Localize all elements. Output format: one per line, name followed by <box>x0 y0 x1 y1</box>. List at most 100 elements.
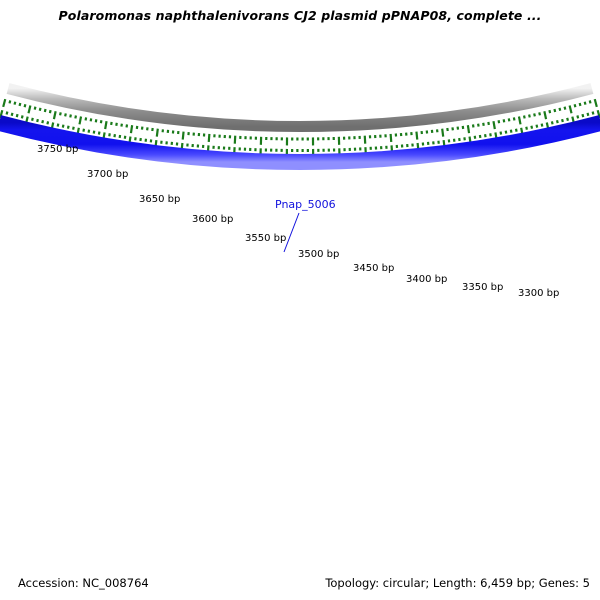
ruler-minor-tick <box>41 119 45 124</box>
ruler-minor-tick <box>59 112 62 116</box>
ruler-minor-tick <box>18 102 22 107</box>
gene-label-group[interactable]: Pnap_5006 <box>275 198 336 253</box>
ruler-minor-tick <box>31 117 34 122</box>
ruler-label: 3550 bp <box>245 233 286 244</box>
ruler-label: 3350 bp <box>462 282 503 293</box>
ruler-minor-tick <box>99 120 103 124</box>
ruler-minor-tick <box>94 119 98 123</box>
ruler-major-tick <box>52 111 57 120</box>
gene-arc-pnap-5006[interactable] <box>0 115 600 170</box>
ruler-minor-tick <box>61 124 65 128</box>
ruler-minor-tick <box>528 114 531 118</box>
ruler-major-tick <box>181 131 185 140</box>
ruler-major-tick <box>543 111 548 120</box>
ruler-minor-tick <box>538 112 541 116</box>
ruler-minor-tick <box>10 112 14 117</box>
ruler-minor-tick <box>33 106 37 110</box>
ruler-minor-tick <box>563 106 567 110</box>
ruler-minor-tick <box>573 103 577 108</box>
ruler-minor-tick <box>586 112 590 117</box>
ruler-minor-tick <box>69 114 72 118</box>
ruler-minor-tick <box>514 128 518 132</box>
ruler-minor-tick <box>20 115 24 119</box>
ruler-minor-tick <box>66 125 70 129</box>
ruler-label: 3650 bp <box>139 194 180 205</box>
ruler-minor-tick <box>13 101 17 105</box>
ruler-major-tick <box>593 98 598 108</box>
ruler-label: 3300 bp <box>518 288 559 299</box>
ruler-minor-tick <box>84 117 88 121</box>
ruler-minor-tick <box>522 115 526 119</box>
ruler-minor-tick <box>46 121 50 125</box>
ruler-minor-tick <box>502 119 506 123</box>
gene-label-leader-line <box>283 212 300 253</box>
gene-arc-group[interactable] <box>0 115 600 170</box>
ruler-label: 3750 bp <box>37 144 78 155</box>
ruler-minor-tick <box>555 119 559 124</box>
ruler-minor-tick <box>504 130 508 134</box>
ruler-minor-tick <box>561 118 564 123</box>
ruler-minor-tick <box>72 126 75 130</box>
ruler-major-tick <box>155 128 159 137</box>
ruler-minor-tick <box>512 117 516 121</box>
ruler-minor-tick <box>56 123 60 127</box>
ruler-minor-tick <box>588 100 592 104</box>
ruler-minor-tick <box>36 118 39 123</box>
ruler-minor-tick <box>15 113 19 118</box>
ruler-major-tick <box>207 133 211 142</box>
ruler-minor-tick <box>38 107 42 112</box>
ruler-major-tick <box>492 120 496 130</box>
ruler-minor-tick <box>43 108 47 113</box>
ruler-major-tick <box>568 105 573 114</box>
ruler-label: 3500 bp <box>298 249 339 260</box>
ruler-label: 3600 bp <box>192 214 233 225</box>
ruler-major-tick <box>415 131 419 140</box>
ruler-minor-tick <box>548 109 552 114</box>
gene-label-pnap_5006[interactable]: Pnap_5006 <box>275 198 336 211</box>
ruler-minor-tick <box>558 107 562 112</box>
page-title: Polaromonas naphthalenivorans CJ2 plasmi… <box>58 8 542 23</box>
ruler-minor-tick <box>535 124 539 128</box>
accession-text: Accession: NC_008764 <box>18 576 149 590</box>
ruler-minor-tick <box>540 123 544 127</box>
ruler-minor-tick <box>97 131 101 135</box>
ruler-minor-tick <box>64 113 67 117</box>
ruler-label: 3400 bp <box>406 274 447 285</box>
ruler-label: 3700 bp <box>87 169 128 180</box>
ruler-minor-tick <box>550 121 554 125</box>
ruler-major-tick <box>129 125 134 134</box>
topology-summary-text: Topology: circular; Length: 6,459 bp; Ge… <box>325 576 590 590</box>
ruler-minor-tick <box>578 102 582 107</box>
ruler-minor-tick <box>5 111 9 115</box>
ruler-minor-tick <box>583 101 587 105</box>
plasmid-backbone-arc <box>6 83 594 132</box>
ruler-label-group: 3750 bp 3700 bp 3650 bp 3600 bp 3550 bp 3500 … <box>37 144 559 299</box>
ruler-major-tick <box>0 109 4 119</box>
ruler-minor-tick <box>48 109 52 114</box>
ruler-major-tick <box>517 116 522 125</box>
ruler-minor-tick <box>566 117 569 122</box>
status-bar: Accession: NC_008764 Topology: circular;… <box>0 570 600 600</box>
ruler-minor-tick <box>74 115 78 119</box>
ruler-major-tick <box>389 133 393 142</box>
ruler-minor-tick <box>576 115 580 119</box>
ruler-minor-tick <box>92 130 96 134</box>
ruler-major-tick <box>596 109 600 119</box>
ruler-minor-tick <box>82 128 86 132</box>
ruler-major-tick <box>104 120 108 130</box>
tick-ring-inner <box>2 98 598 146</box>
ruler-minor-tick <box>499 131 503 135</box>
ruler-major-tick <box>2 98 7 108</box>
ruler-minor-tick <box>23 103 27 108</box>
ruler-minor-tick <box>497 120 501 124</box>
ruler-minor-tick <box>530 125 534 129</box>
ruler-major-tick <box>27 105 32 114</box>
ruler-major-tick <box>466 125 471 134</box>
ruler-minor-tick <box>591 111 595 115</box>
ruler-minor-tick <box>507 118 511 122</box>
ruler-minor-tick <box>509 129 513 133</box>
ruler-minor-tick <box>89 118 93 122</box>
ruler-minor-tick <box>525 126 528 130</box>
